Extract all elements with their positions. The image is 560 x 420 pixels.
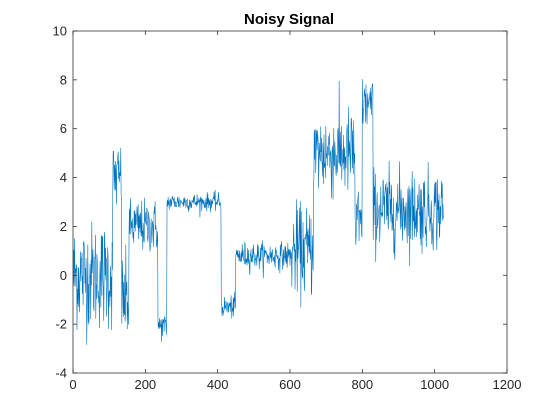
x-tick-label: 400 [207, 377, 229, 392]
y-tick-label: 0 [60, 268, 67, 283]
axes-box [72, 30, 508, 374]
series-layer [73, 79, 444, 345]
y-tick-label: -4 [55, 366, 67, 381]
y-tick-label: 2 [60, 219, 67, 234]
tick-layer: 0 200 400 600 800 1000 1200 -4 -2 0 2 4 6 8 10 [53, 24, 522, 393]
x-tick-label: 1200 [493, 377, 522, 392]
y-tick-label: -2 [55, 317, 67, 332]
x-tick-label: 600 [279, 377, 301, 392]
x-tick-label: 800 [351, 377, 373, 392]
y-tick-label: 4 [60, 170, 67, 185]
y-tick-label: 6 [60, 121, 67, 136]
x-tick-label: 200 [134, 377, 156, 392]
x-tick-label: 0 [69, 377, 76, 392]
x-tick-label: 1000 [420, 377, 449, 392]
y-tick-label: 8 [60, 72, 67, 87]
y-tick-label: 10 [53, 24, 67, 39]
chart-title: Noisy Signal [244, 11, 334, 28]
plot-area: 0 200 400 600 800 1000 1200 -4 -2 0 2 4 6 8 10 [53, 24, 522, 393]
signal-line [73, 79, 444, 345]
